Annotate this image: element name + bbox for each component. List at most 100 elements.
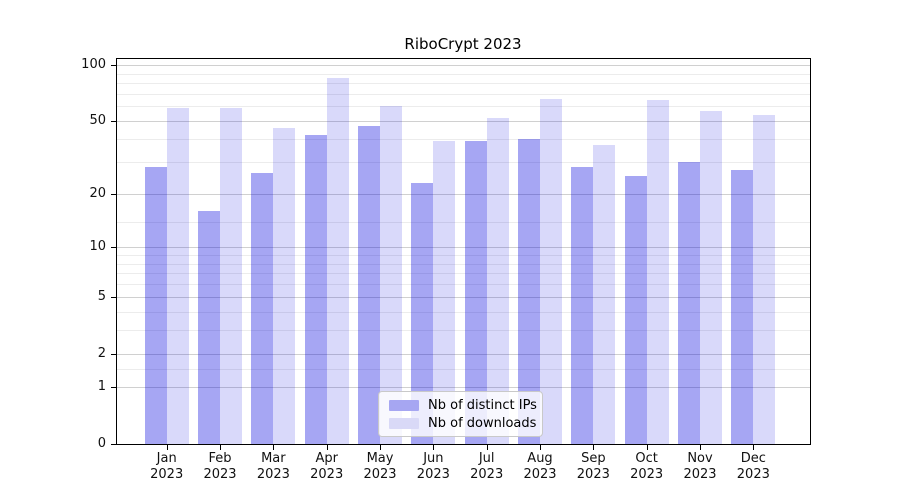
x-axis-tick-label: Mar 2023 xyxy=(241,451,305,483)
x-label-month: Apr xyxy=(315,451,338,466)
y-minor-gridline xyxy=(116,368,810,370)
x-tick-mark xyxy=(380,445,382,450)
bar-distinct-ips-may xyxy=(358,126,381,444)
x-axis-tick-label: Aug 2023 xyxy=(508,451,572,483)
y-axis-tick-label: 1 xyxy=(97,379,106,395)
y-minor-gridline xyxy=(116,221,810,223)
y-tick-mark xyxy=(111,121,116,123)
bar-downloads-apr xyxy=(326,78,349,444)
y-major-gridline xyxy=(116,296,810,298)
x-tick-mark xyxy=(540,445,541,450)
y-tick-mark xyxy=(111,387,116,389)
bar-distinct-ips-sep xyxy=(571,167,594,444)
legend-swatch-distinct-ips xyxy=(389,399,419,411)
x-tick-mark xyxy=(753,445,755,450)
x-label-year: 2023 xyxy=(470,467,504,482)
y-tick-mark xyxy=(111,193,116,195)
y-major-gridline xyxy=(116,121,810,123)
x-label-month: Mar xyxy=(261,451,286,466)
x-tick-mark xyxy=(593,445,595,450)
y-minor-gridline xyxy=(116,73,810,75)
y-major-gridline xyxy=(116,193,810,195)
y-minor-gridline xyxy=(116,311,810,313)
bar-downloads-jul xyxy=(486,117,509,444)
x-label-month: Nov xyxy=(687,451,713,466)
x-tick-mark xyxy=(433,445,435,450)
y-major-gridline xyxy=(116,247,810,249)
x-label-year: 2023 xyxy=(630,467,664,482)
y-minor-gridline xyxy=(116,284,810,286)
bar-downloads-jun xyxy=(433,141,456,444)
x-tick-mark xyxy=(273,445,275,450)
x-tick-mark xyxy=(326,445,328,450)
x-label-year: 2023 xyxy=(256,467,290,482)
y-axis-tick-label: 5 xyxy=(97,288,106,304)
legend-label: Nb of downloads xyxy=(428,415,537,431)
top-spine xyxy=(116,58,811,59)
x-label-month: May xyxy=(366,451,394,466)
y-major-gridline xyxy=(116,65,810,66)
y-minor-gridline xyxy=(116,330,810,332)
bar-downloads-sep xyxy=(593,145,616,444)
y-axis-tick-label: 50 xyxy=(89,113,106,129)
y-axis-tick-label: 20 xyxy=(89,185,106,201)
y-minor-gridline xyxy=(116,139,810,141)
bar-downloads-nov xyxy=(700,110,722,444)
x-label-year: 2023 xyxy=(736,467,770,482)
y-axis-tick-label: 10 xyxy=(89,239,106,255)
bar-downloads-oct xyxy=(646,99,669,444)
legend-label: Nb of distinct IPs xyxy=(428,397,537,413)
x-axis-tick-label: Jan 2023 xyxy=(135,451,199,483)
y-major-gridline xyxy=(116,353,810,355)
x-axis-tick-label: Nov 2023 xyxy=(668,451,732,483)
y-minor-gridline xyxy=(116,93,810,95)
x-label-month: Sep xyxy=(581,451,606,466)
bar-distinct-ips-jan xyxy=(144,167,167,444)
x-label-year: 2023 xyxy=(310,467,344,482)
y-minor-gridline xyxy=(116,161,810,163)
x-axis-tick-label: Feb 2023 xyxy=(188,451,252,483)
bar-downloads-aug xyxy=(540,98,562,444)
y-tick-mark xyxy=(111,444,116,445)
bar-downloads-feb xyxy=(220,107,243,444)
y-axis-tick-label: 2 xyxy=(97,345,106,361)
x-axis-tick-label: Oct 2023 xyxy=(615,451,679,483)
x-label-month: Jan xyxy=(156,451,177,466)
x-tick-mark xyxy=(646,445,648,450)
bar-downloads-may xyxy=(380,106,403,444)
x-label-year: 2023 xyxy=(416,467,450,482)
bar-distinct-ips-oct xyxy=(624,176,647,444)
y-major-gridline xyxy=(116,387,810,389)
y-axis-spine xyxy=(116,58,117,445)
bar-downloads-jan xyxy=(166,107,189,444)
y-minor-gridline xyxy=(116,263,810,265)
x-label-year: 2023 xyxy=(576,467,610,482)
x-label-year: 2023 xyxy=(203,467,237,482)
legend-swatch-downloads xyxy=(389,417,419,429)
bar-distinct-ips-jun xyxy=(411,183,434,444)
x-tick-mark xyxy=(486,445,488,450)
y-axis-tick-label: 100 xyxy=(81,57,106,72)
bar-distinct-ips-feb xyxy=(198,211,221,444)
y-tick-mark xyxy=(111,296,116,298)
y-tick-mark xyxy=(111,353,116,355)
bar-distinct-ips-apr xyxy=(304,135,327,444)
bar-distinct-ips-mar xyxy=(251,173,274,444)
bar-distinct-ips-jul xyxy=(464,141,487,444)
legend-item: Nb of downloads xyxy=(389,416,542,431)
legend-item: Nb of distinct IPs xyxy=(389,398,542,413)
x-axis-tick-label: Sep 2023 xyxy=(561,451,625,483)
y-minor-gridline xyxy=(116,273,810,275)
bar-distinct-ips-nov xyxy=(678,161,700,444)
y-tick-mark xyxy=(111,65,116,66)
x-label-year: 2023 xyxy=(363,467,397,482)
bar-distinct-ips-dec xyxy=(731,170,754,444)
x-tick-mark xyxy=(700,445,701,450)
bar-downloads-mar xyxy=(273,127,296,444)
x-label-month: Jun xyxy=(423,451,444,466)
legend: Nb of distinct IPs Nb of downloads xyxy=(378,391,543,437)
x-label-month: Aug xyxy=(527,451,553,466)
x-axis-tick-label: Jul 2023 xyxy=(455,451,519,483)
y-minor-gridline xyxy=(116,254,810,256)
